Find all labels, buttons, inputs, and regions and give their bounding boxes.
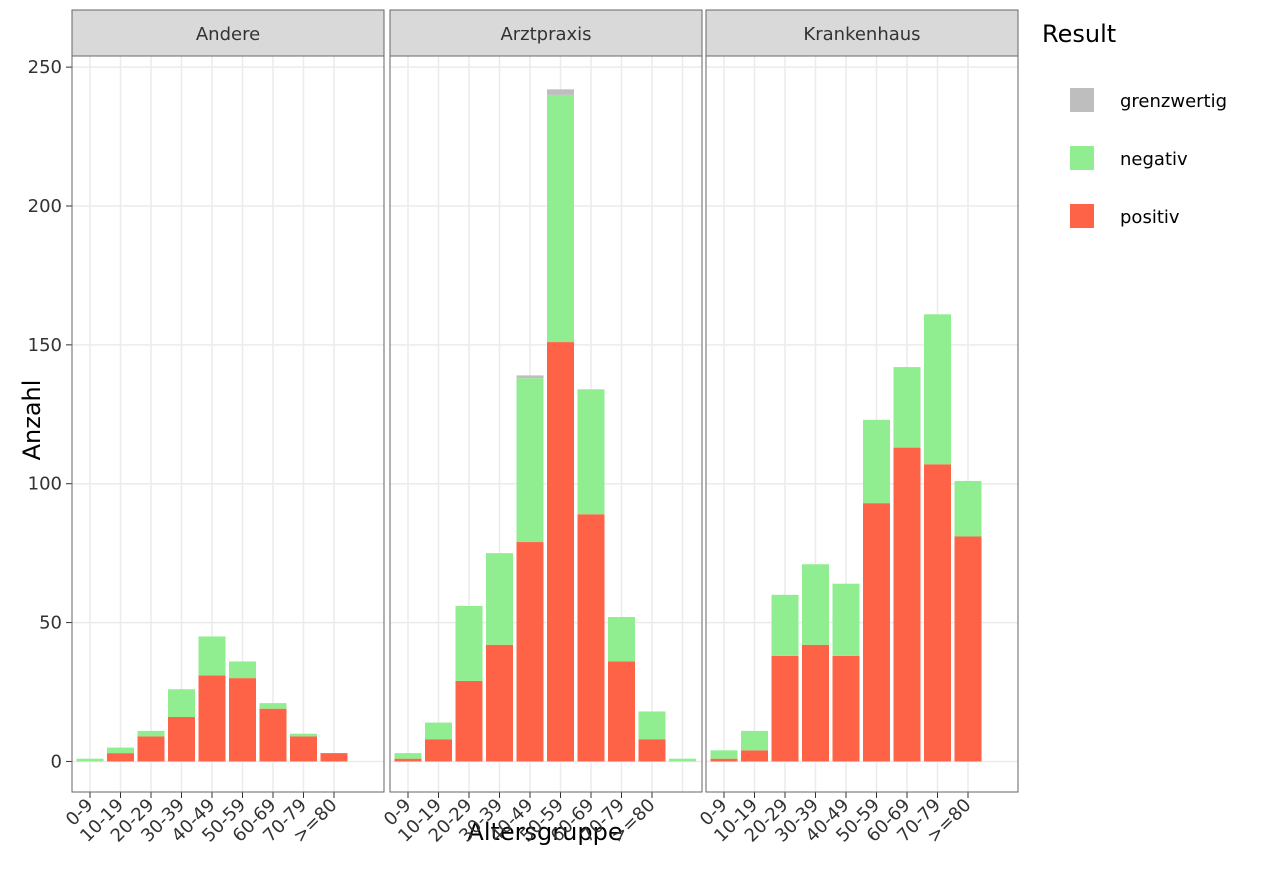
strip (71, 9, 385, 57)
bar (76, 758, 104, 762)
bar (516, 378, 544, 543)
y-tick-label: 0 (51, 751, 62, 772)
bar (547, 94, 574, 343)
bar (638, 711, 666, 740)
bar (547, 342, 574, 762)
bar (290, 736, 317, 762)
y-tick-label: 250 (28, 57, 62, 78)
bar (198, 675, 226, 762)
bar (863, 419, 890, 504)
strip-label: Andere (196, 24, 260, 45)
bar (771, 655, 799, 762)
bar (425, 739, 452, 762)
legend-key (1070, 204, 1094, 228)
bar (771, 594, 799, 656)
y-tick-label: 100 (28, 474, 62, 495)
bar (832, 583, 860, 656)
bar (547, 89, 574, 95)
bar (741, 730, 768, 751)
bar (802, 644, 829, 762)
bar (924, 314, 951, 465)
bar (320, 753, 348, 762)
bar (259, 703, 287, 709)
bar (802, 564, 829, 645)
strip-label: Krankenhaus (803, 24, 920, 45)
bar (137, 736, 165, 762)
bar (425, 722, 452, 740)
legend-title: Result (1042, 20, 1116, 48)
bar (954, 536, 982, 762)
bar (229, 661, 256, 679)
bar (741, 750, 768, 762)
y-tick-label: 150 (28, 335, 62, 356)
bar (924, 464, 951, 762)
y-axis-label: Anzahl (18, 380, 46, 461)
bar (516, 542, 544, 762)
bar (893, 367, 921, 448)
bar (107, 747, 134, 754)
legend-label: positiv (1120, 207, 1180, 228)
panel-background (390, 56, 702, 792)
bar (577, 389, 605, 515)
legend-label: negativ (1120, 149, 1188, 170)
strip (705, 9, 1019, 57)
panel-background (72, 56, 384, 792)
bar (107, 753, 134, 762)
bar (168, 717, 195, 762)
bar (290, 733, 317, 737)
bar (954, 480, 982, 537)
bar (198, 636, 226, 676)
legend-label: grenzwertig (1120, 91, 1227, 112)
y-tick-label: 50 (39, 613, 62, 634)
bar (394, 753, 422, 759)
bar (608, 617, 635, 662)
bar (893, 447, 921, 762)
bar (863, 503, 890, 762)
bar (486, 553, 513, 645)
bar (710, 750, 738, 759)
bar (168, 689, 195, 718)
bar (577, 514, 605, 762)
bar (710, 758, 738, 762)
bar (137, 730, 165, 737)
bar (516, 375, 544, 379)
strip (389, 9, 703, 57)
legend-key (1070, 88, 1094, 112)
y-tick-label: 200 (28, 196, 62, 217)
strip-label: Arztpraxis (500, 24, 591, 45)
bar (608, 661, 635, 762)
legend-key (1070, 146, 1094, 170)
bar (455, 605, 483, 681)
x-axis-label: Altersgruppe (467, 818, 622, 846)
bar (486, 644, 513, 762)
bar (259, 708, 287, 762)
bar (394, 758, 422, 762)
bar (669, 758, 696, 762)
bar (638, 739, 666, 762)
bar (832, 655, 860, 762)
bar (455, 680, 483, 762)
bar (229, 678, 256, 762)
